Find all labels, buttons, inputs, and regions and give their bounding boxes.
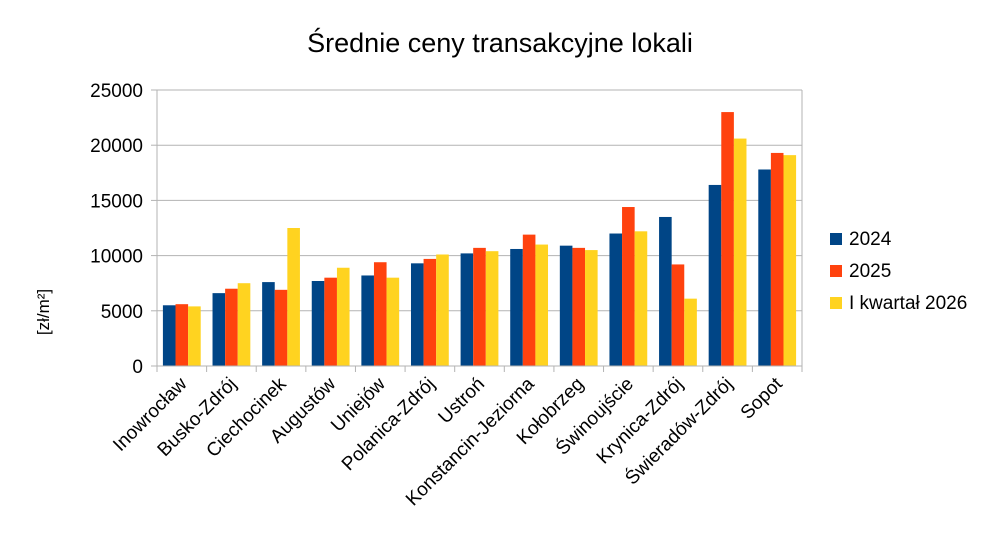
bar-i-kwartał-2026 <box>783 155 797 366</box>
y-tick-label: 20000 <box>90 136 143 157</box>
bar-i-kwartał-2026 <box>386 277 400 366</box>
bar-i-kwartał-2026 <box>237 283 251 366</box>
y-tick-label: 0 <box>132 357 143 378</box>
bar-2025 <box>572 247 586 366</box>
bars <box>162 112 797 366</box>
legend: 2024 2025 I kwartał 2026 <box>830 229 967 314</box>
y-axis-label: [zł/m²] <box>34 289 53 335</box>
bar-2025 <box>671 264 685 366</box>
bar-2024 <box>460 253 474 366</box>
bar-2024 <box>361 275 374 366</box>
bar-2025 <box>423 258 437 366</box>
y-tick-label: 5000 <box>101 302 143 323</box>
bar-i-kwartał-2026 <box>733 138 747 366</box>
bar-2025 <box>324 277 337 366</box>
bar-2024 <box>311 280 325 366</box>
bar-i-kwartał-2026 <box>535 244 549 366</box>
bar-2024 <box>708 184 722 366</box>
x-tick-label: Sopot <box>737 373 787 423</box>
bar-i-kwartał-2026 <box>436 254 449 366</box>
legend-swatch <box>830 233 842 245</box>
bar-i-kwartał-2026 <box>287 228 300 366</box>
bar-2025 <box>225 288 238 366</box>
y-tick-label: 25000 <box>90 81 143 102</box>
bar-i-kwartał-2026 <box>684 298 697 366</box>
chart-title: Średnie ceny transakcyjne lokali <box>307 26 693 58</box>
y-tick-label: 15000 <box>90 191 143 212</box>
bar-2024 <box>410 263 424 366</box>
bar-i-kwartał-2026 <box>485 251 499 366</box>
bar-2025 <box>522 234 536 366</box>
bar-2024 <box>758 169 771 366</box>
bar-i-kwartał-2026 <box>336 267 350 366</box>
bar-i-kwartał-2026 <box>188 306 201 366</box>
legend-swatch <box>830 297 842 309</box>
y-tick-label: 10000 <box>90 247 143 268</box>
bar-2025 <box>274 289 288 366</box>
bar-2025 <box>622 207 635 366</box>
axes <box>151 89 803 372</box>
bar-2025 <box>770 152 784 366</box>
bar-2024 <box>262 282 275 366</box>
legend-label: I kwartał 2026 <box>849 293 967 314</box>
bar-2024 <box>609 233 623 366</box>
legend-label: 2025 <box>849 261 891 282</box>
bar-2024 <box>659 216 672 366</box>
y-tick-labels: 0 5000 10000 15000 20000 25000 <box>90 81 143 378</box>
bar-2025 <box>721 112 734 366</box>
bar-2025 <box>473 247 486 366</box>
bar-2025 <box>175 304 189 366</box>
bar-2025 <box>373 262 387 366</box>
bar-i-kwartał-2026 <box>585 250 598 366</box>
bar-i-kwartał-2026 <box>634 231 648 366</box>
x-tick-labels: InowrocławBusko-ZdrójCiechocinekAugustów… <box>109 373 787 510</box>
bar-2024 <box>559 245 573 366</box>
bar-2024 <box>162 305 176 366</box>
legend-label: 2024 <box>849 229 892 250</box>
x-tick-label: Krynica-Zdrój <box>593 374 688 469</box>
legend-swatch <box>830 265 842 277</box>
bar-2024 <box>212 293 226 366</box>
bar-2024 <box>510 248 523 366</box>
